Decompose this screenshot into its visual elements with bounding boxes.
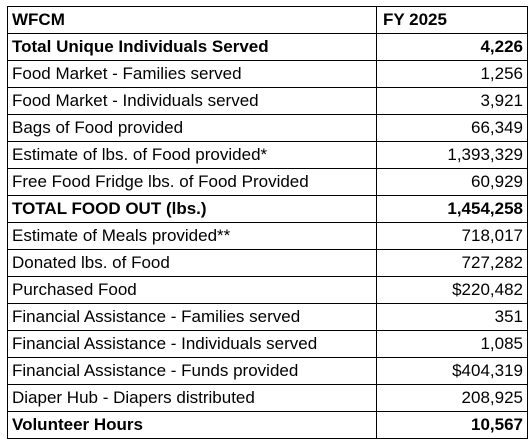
table-header-row: WFCM FY 2025	[7, 6, 528, 34]
row-value: 10,567	[376, 411, 528, 439]
row-value: 4,226	[376, 33, 528, 61]
row-value: 60,929	[376, 168, 528, 196]
row-label: Financial Assistance - Funds provided	[7, 357, 377, 385]
table-row-total-unique-individuals: Total Unique Individuals Served 4,226	[7, 33, 528, 61]
row-label: Financial Assistance - Families served	[7, 303, 377, 331]
table-row-estimate-meals: Estimate of Meals provided** 718,017	[7, 222, 528, 250]
table-row-diaper-hub: Diaper Hub - Diapers distributed 208,925	[7, 384, 528, 412]
row-label: Estimate of lbs. of Food provided*	[7, 141, 377, 169]
table-row-fa-funds: Financial Assistance - Funds provided $4…	[7, 357, 528, 385]
table-row-purchased-food: Purchased Food $220,482	[7, 276, 528, 304]
row-label: Diaper Hub - Diapers distributed	[7, 384, 377, 412]
row-value: $220,482	[376, 276, 528, 304]
row-value: 66,349	[376, 114, 528, 142]
header-year-cell: FY 2025	[376, 6, 528, 34]
row-value: 718,017	[376, 222, 528, 250]
table-row-fa-individuals: Financial Assistance - Individuals serve…	[7, 330, 528, 358]
row-label: Total Unique Individuals Served	[7, 33, 377, 61]
row-value: 1,085	[376, 330, 528, 358]
table-row-total-food-out: TOTAL FOOD OUT (lbs.) 1,454,258	[7, 195, 528, 223]
row-value: $404,319	[376, 357, 528, 385]
row-value: 351	[376, 303, 528, 331]
row-label: Purchased Food	[7, 276, 377, 304]
row-label: TOTAL FOOD OUT (lbs.)	[7, 195, 377, 223]
row-label: Financial Assistance - Individuals serve…	[7, 330, 377, 358]
row-value: 208,925	[376, 384, 528, 412]
row-value: 1,256	[376, 60, 528, 88]
row-label: Free Food Fridge lbs. of Food Provided	[7, 168, 377, 196]
table-row-food-market-families: Food Market - Families served 1,256	[7, 60, 528, 88]
table-row-bags-of-food: Bags of Food provided 66,349	[7, 114, 528, 142]
stats-table-container: WFCM FY 2025 Total Unique Individuals Se…	[7, 6, 528, 439]
row-value: 1,454,258	[376, 195, 528, 223]
row-value: 1,393,329	[376, 141, 528, 169]
row-label: Volunteer Hours	[7, 411, 377, 439]
header-label-cell: WFCM	[7, 6, 377, 34]
row-label: Bags of Food provided	[7, 114, 377, 142]
row-label: Food Market - Families served	[7, 60, 377, 88]
table-row-fa-families: Financial Assistance - Families served 3…	[7, 303, 528, 331]
row-value: 3,921	[376, 87, 528, 115]
table-row-donated-lbs: Donated lbs. of Food 727,282	[7, 249, 528, 277]
row-label: Food Market - Individuals served	[7, 87, 377, 115]
stats-table: WFCM FY 2025 Total Unique Individuals Se…	[7, 6, 528, 439]
table-row-estimate-lbs-food: Estimate of lbs. of Food provided* 1,393…	[7, 141, 528, 169]
row-label: Donated lbs. of Food	[7, 249, 377, 277]
table-row-free-food-fridge: Free Food Fridge lbs. of Food Provided 6…	[7, 168, 528, 196]
table-row-food-market-individuals: Food Market - Individuals served 3,921	[7, 87, 528, 115]
row-label: Estimate of Meals provided**	[7, 222, 377, 250]
row-value: 727,282	[376, 249, 528, 277]
table-row-volunteer-hours: Volunteer Hours 10,567	[7, 411, 528, 439]
